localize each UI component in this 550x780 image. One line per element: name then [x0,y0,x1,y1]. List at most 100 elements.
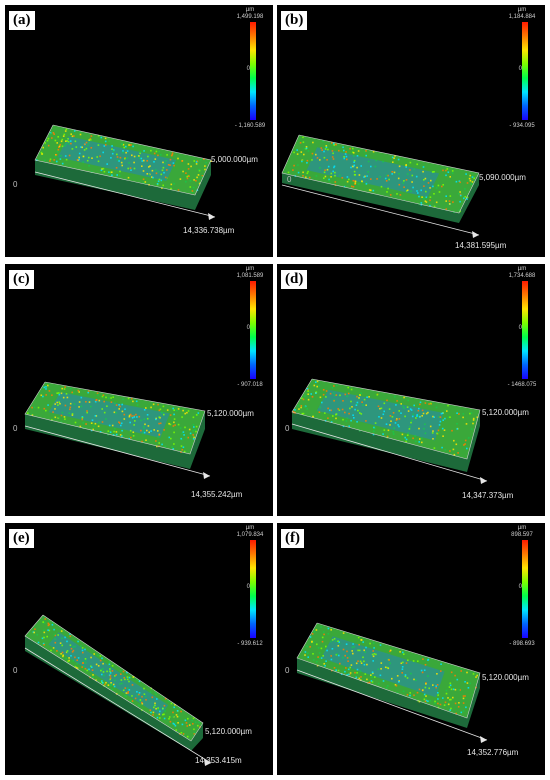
surface-speckle [400,662,403,665]
colorbar-zero: 0 [518,584,522,590]
surface-speckle [197,174,200,176]
surface-panel-b: (b) µm 1,184.884 0 - 934.095 5,090.000µm… [277,5,545,257]
surface-speckle [315,175,318,177]
surface-speckle [171,152,174,154]
surface-speckle [344,393,347,396]
surface-speckle [126,157,129,159]
surface-speckle [328,178,330,181]
surface-speckle [37,406,40,409]
surface-speckle [329,409,331,412]
surface-speckle [420,202,423,204]
surface-speckle [433,205,436,208]
surface-speckle [198,182,201,185]
surface-speckle [110,401,113,403]
surface-speckle [128,162,130,164]
surface-speckle [74,656,76,659]
surface-speckle [331,150,334,152]
surface-speckle [168,436,171,439]
surface-speckle [102,671,105,673]
surface-speckle [325,146,328,149]
surface-speckle [452,448,455,451]
surface-speckle [99,659,102,662]
surface-speckle [82,661,85,663]
surface-speckle [438,191,441,193]
surface-speckle [353,155,355,157]
surface-speckle [60,392,63,395]
surface-speckle [344,670,346,673]
surface-speckle [43,622,46,624]
surface-speckle [459,193,462,196]
surface-speckle [346,395,349,398]
surface-speckle [187,168,190,170]
surface-speckle [353,159,356,162]
surface-speckle [346,180,349,183]
colorbar-min: - 934.095 [509,123,535,129]
surface-speckle [422,196,424,199]
surface-speckle [157,707,159,709]
surface-speckle [421,196,423,198]
surface-speckle [112,683,115,686]
surface-speckle [128,676,131,679]
surface-speckle [123,413,126,416]
surface-speckle [83,665,85,668]
surface-speckle [109,672,112,674]
surface-speckle [360,392,362,394]
surface-speckle [419,403,421,406]
surface-speckle [155,440,157,442]
surface-speckle [88,668,90,671]
surface-speckle [439,703,442,706]
surface-speckle [64,155,67,157]
surface-speckle [64,144,66,147]
surface-speckle [395,404,397,406]
surface-speckle [379,407,381,410]
surface-speckle [397,158,400,161]
surface-speckle [435,201,438,204]
surface-speckle [397,177,400,180]
surface-speckle [191,191,193,193]
surface-speckle [170,154,173,157]
x-dimension-label: 14,352.776µm [467,748,519,757]
colorbar [250,281,256,379]
surface-speckle [173,409,175,411]
surface-speckle [476,674,478,677]
surface-speckle [435,686,437,689]
bounding-box [281,134,480,214]
surface-speckle [463,444,465,446]
surface-speckle [33,631,35,634]
surface-speckle [185,436,188,439]
surface-speckle [449,684,452,687]
surface-speckle [79,425,82,428]
surface-speckle [119,156,122,159]
surface-speckle [111,424,114,427]
surface-speckle [367,171,369,173]
surface-speckle [111,174,113,176]
surface-speckle [315,381,317,383]
surface-speckle [372,150,375,153]
surface-speckle [184,426,186,429]
surface-speckle [350,388,353,391]
surface-speckle [61,637,63,640]
surface-speckle [406,434,409,436]
surface-speckle [303,153,305,156]
surface-speckle [154,691,157,694]
surface-speckle [167,164,170,166]
surface-speckle [70,647,73,650]
surface-speckle [315,392,317,394]
surface-speckle [86,159,89,162]
surface-speckle [349,666,351,669]
surface-speckle [83,143,86,146]
surface-speckle [96,156,98,158]
surface-speckle [95,663,98,666]
surface-speckle [111,670,114,672]
surface-speckle [423,669,426,671]
surface-speckle [354,408,356,411]
surface-speckle [66,651,69,653]
surface-speckle [470,412,473,414]
surface-speckle [307,656,309,658]
surface-speckle [175,721,177,724]
surface-speckle [62,655,64,658]
surface-speckle [336,384,338,387]
surface-speckle [421,671,424,674]
x-dimension-label: 14,336.738µm [183,226,235,235]
surface-speckle [76,659,78,661]
